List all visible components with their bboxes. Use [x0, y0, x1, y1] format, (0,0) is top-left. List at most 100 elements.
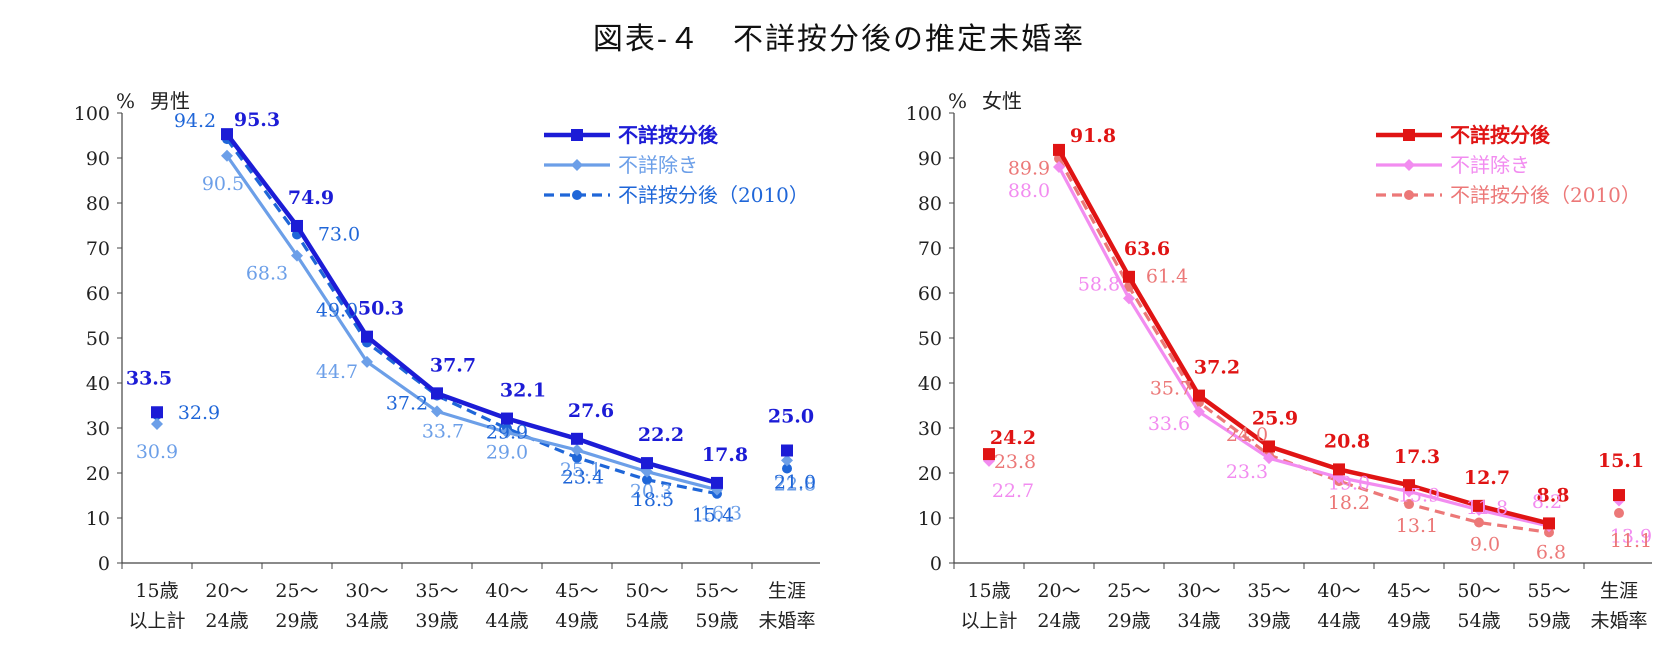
data-point-diamond — [1123, 292, 1135, 305]
data-label: 91.8 — [1070, 125, 1116, 147]
legend-entry: 不詳按分後（2010） — [1450, 183, 1641, 207]
data-label: 24.2 — [990, 427, 1036, 449]
x-tick-label: 44歳 — [1317, 610, 1360, 632]
legend-entry: 不詳除き — [618, 153, 698, 177]
data-label: 37.2 — [386, 393, 428, 415]
y-tick-label: 10 — [918, 508, 942, 530]
data-point-square — [1403, 479, 1415, 492]
legend-entry: 不詳按分後 — [1450, 123, 1551, 147]
data-point-diamond — [431, 405, 443, 418]
data-label: 74.9 — [288, 187, 334, 209]
data-point-square — [1263, 440, 1275, 453]
y-tick-label: 50 — [918, 328, 942, 350]
data-label: 37.7 — [430, 354, 476, 376]
data-label: 25.0 — [768, 406, 814, 428]
y-tick-label: 100 — [74, 103, 110, 125]
data-label: 15.4 — [692, 505, 734, 527]
x-tick-label: 未婚率 — [758, 610, 815, 632]
data-label: 18.5 — [632, 489, 674, 511]
data-label: 29.0 — [486, 442, 528, 464]
data-label: 8.2 — [1532, 491, 1562, 513]
data-label: 20.8 — [1324, 430, 1370, 452]
data-point-diamond — [571, 159, 583, 171]
x-tick-label: 44歳 — [485, 610, 528, 632]
x-tick-label: 35～ — [1247, 580, 1290, 602]
x-tick-label: 49歳 — [1387, 610, 1430, 632]
data-label: 33.5 — [126, 367, 172, 389]
x-tick-label: 20～ — [1037, 580, 1080, 602]
data-point-square — [151, 406, 163, 419]
x-tick-label: 25～ — [1107, 580, 1150, 602]
data-label: 73.0 — [318, 224, 360, 246]
y-tick-label: 90 — [86, 148, 110, 170]
y-tick-label: 100 — [906, 103, 942, 125]
x-tick-label: 49歳 — [555, 610, 598, 632]
data-label: 23.4 — [562, 467, 604, 489]
data-point-circle — [1404, 190, 1414, 200]
y-tick-label: 40 — [918, 373, 942, 395]
data-label: 6.8 — [1536, 541, 1566, 563]
x-tick-label: 59歳 — [695, 610, 738, 632]
data-label: 32.9 — [178, 402, 220, 424]
data-label: 15.9 — [1398, 484, 1440, 506]
data-point-circle — [782, 463, 792, 474]
x-tick-label: 30～ — [1177, 580, 1220, 602]
x-tick-label: 29歳 — [1107, 610, 1150, 632]
data-point-square — [361, 330, 373, 343]
data-label: 25.9 — [1252, 407, 1298, 429]
y-tick-label: 50 — [86, 328, 110, 350]
x-tick-label: 生涯 — [768, 580, 806, 602]
x-tick-label: 25～ — [275, 580, 318, 602]
x-tick-label: 29歳 — [275, 610, 318, 632]
y-tick-label: 20 — [86, 463, 110, 485]
data-point-diamond — [1053, 161, 1065, 173]
data-label: 13.1 — [1396, 515, 1438, 537]
y-tick-label: 60 — [918, 283, 942, 305]
data-point-diamond — [151, 417, 163, 430]
x-tick-label: 55～ — [1527, 580, 1570, 602]
y-tick-label: 40 — [86, 373, 110, 395]
data-point-square — [1193, 389, 1205, 402]
data-point-square — [1053, 143, 1065, 156]
data-label: 27.6 — [568, 400, 614, 422]
data-label: 29.9 — [486, 421, 528, 443]
data-label: 11.8 — [1466, 497, 1508, 519]
data-label: 23.8 — [994, 451, 1036, 473]
y-tick-label: 60 — [86, 283, 110, 305]
x-tick-label: 30～ — [345, 580, 388, 602]
data-point-square — [711, 476, 723, 489]
data-point-square — [983, 448, 995, 461]
data-point-diamond — [781, 454, 793, 467]
data-label: 23.3 — [1226, 461, 1268, 483]
series-line — [225, 132, 718, 486]
data-label: 49.0 — [316, 300, 358, 322]
x-tick-label: 50～ — [1457, 580, 1500, 602]
data-point-circle — [1474, 517, 1484, 528]
x-tick-label: 39歳 — [1247, 610, 1290, 632]
data-point-square — [571, 129, 583, 141]
data-label: 25.1 — [560, 459, 602, 481]
x-tick-label: 15歳 — [135, 580, 178, 602]
x-tick-label: 35～ — [415, 580, 458, 602]
legend-entry: 不詳按分後（2010） — [618, 183, 809, 207]
x-tick-label: 59歳 — [1527, 610, 1570, 632]
data-label: 9.0 — [1470, 534, 1500, 556]
data-point-square — [1123, 270, 1135, 283]
y-tick-label: 30 — [86, 418, 110, 440]
data-point-square — [571, 432, 583, 445]
data-label: 44.7 — [316, 361, 358, 383]
y-tick-label: 70 — [918, 238, 942, 260]
y-tick-label: 80 — [918, 193, 942, 215]
panel-label: 男性 — [150, 89, 190, 113]
data-point-diamond — [1263, 452, 1275, 465]
data-point-circle — [572, 190, 582, 200]
x-tick-label: 54歳 — [1457, 610, 1500, 632]
y-tick-label: 70 — [86, 238, 110, 260]
data-point-square — [641, 457, 653, 470]
data-point-square — [291, 219, 303, 232]
data-label: 11.1 — [1610, 530, 1652, 552]
data-label: 22.2 — [638, 424, 684, 446]
x-tick-label: 54歳 — [625, 610, 668, 632]
data-label: 22.8 — [774, 473, 816, 495]
